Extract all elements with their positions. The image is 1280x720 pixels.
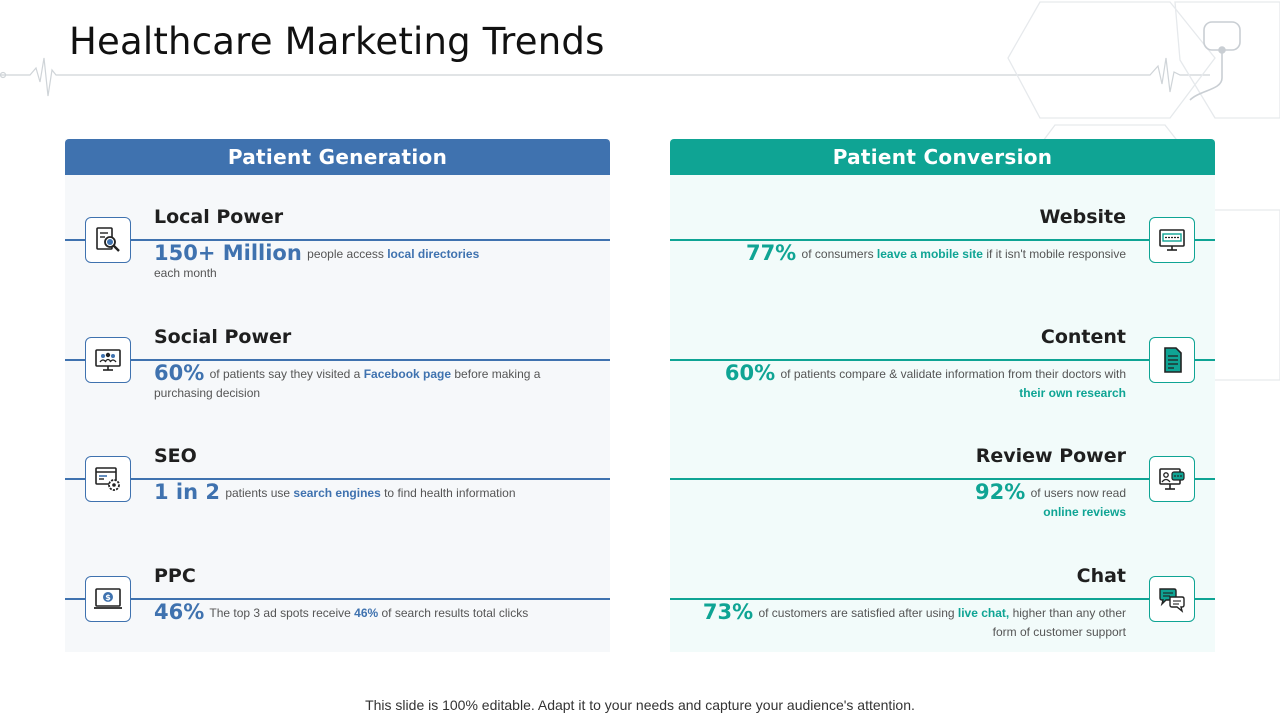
- stat-value: 77%: [745, 241, 797, 265]
- stat-value: 73%: [702, 600, 754, 624]
- desc-highlight: local directories: [387, 247, 480, 261]
- item-description: 46% The top 3 ad spots receive 46% of se…: [154, 600, 584, 624]
- desc-highlight: leave a mobile site: [876, 247, 983, 261]
- search-document-icon: [96, 227, 120, 252]
- desc-text: of consumers: [798, 247, 877, 261]
- stat-value: 46%: [154, 600, 205, 624]
- content-item: Content 60% of patients compare & valida…: [670, 326, 1215, 426]
- item-title: Review Power: [975, 445, 1126, 467]
- item-title: Content: [1040, 326, 1126, 348]
- desc-text: The top 3 ad spots receive: [206, 606, 355, 620]
- local-power-icon-box: [85, 217, 131, 263]
- review-power-item: Review Power 92% of users now read onlin…: [670, 445, 1215, 545]
- ppc-icon-box: $: [85, 576, 131, 622]
- desc-highlight: 46%: [354, 606, 379, 620]
- chat-item: Chat 73% of customers are satisfied afte…: [670, 565, 1215, 665]
- divider: [670, 359, 1215, 361]
- item-title: PPC: [154, 565, 196, 587]
- seo-gear-icon: [95, 467, 120, 491]
- ecg-line-icon: [0, 57, 1210, 97]
- item-description: 1 in 2 patients use search engines to fi…: [154, 480, 584, 504]
- desc-text: if it isn't mobile responsive: [982, 247, 1126, 261]
- divider: [65, 359, 610, 361]
- item-description: 60% of patients compare & validate infor…: [696, 361, 1127, 403]
- desc-highlight: their own research: [1019, 386, 1126, 400]
- desc-text: of users now read: [1027, 486, 1126, 500]
- patient-conversion-panel: Patient Conversion Website 77% of consum…: [670, 139, 1215, 652]
- social-power-icon-box: [85, 337, 131, 383]
- desc-text: of search results total clicks: [378, 606, 529, 620]
- desc-highlight: Facebook page: [363, 367, 452, 381]
- local-power-item: Local Power 150+ Million people access l…: [65, 206, 610, 306]
- social-power-item: Social Power 60% of patients say they vi…: [65, 326, 610, 426]
- desc-highlight: live chat,: [957, 606, 1010, 620]
- content-document-icon: [1164, 347, 1182, 373]
- desc-text: of patients compare & validate informati…: [777, 367, 1127, 381]
- divider: [65, 239, 610, 241]
- divider: [65, 478, 610, 480]
- desc-text: people access: [303, 247, 388, 261]
- chat-icon-box: [1149, 576, 1195, 622]
- item-title: Local Power: [154, 206, 284, 228]
- stat-value: 92%: [975, 480, 1026, 504]
- divider: [670, 478, 1215, 480]
- divider: [670, 598, 1215, 600]
- desc-highlight: search engines: [293, 486, 381, 500]
- chat-bubbles-icon: [1159, 588, 1185, 613]
- desc-highlight: online reviews: [1043, 505, 1126, 519]
- item-title: Chat: [1076, 565, 1126, 587]
- stat-value: 60%: [154, 361, 205, 385]
- desc-text: to find health information: [380, 486, 516, 500]
- page-title: Healthcare Marketing Trends: [69, 20, 605, 63]
- desc-text: before making a purchasing decision: [154, 367, 541, 400]
- stat-value: 150+ Million: [154, 241, 302, 265]
- item-description: 73% of customers are satisfied after usi…: [696, 600, 1126, 642]
- stat-value: 60%: [724, 361, 776, 385]
- seo-item: SEO 1 in 2 patients use search engines t…: [65, 445, 610, 545]
- seo-icon-box: [85, 456, 131, 502]
- divider: [670, 239, 1215, 241]
- patient-generation-panel: Patient Generation Local Power 150+ Mill…: [65, 139, 610, 652]
- desc-text: higher than any other form of customer s…: [992, 606, 1126, 639]
- social-monitor-icon: [95, 349, 121, 371]
- stethoscope-icon: [1189, 21, 1241, 101]
- desc-text: of customers are satisfied after using: [755, 606, 958, 620]
- patient-conversion-header: Patient Conversion: [670, 139, 1215, 175]
- desc-text: each month: [154, 266, 217, 280]
- item-description: 77% of consumers leave a mobile site if …: [696, 241, 1126, 265]
- item-description: 150+ Million people access local directo…: [154, 241, 584, 283]
- stat-value: 1 in 2: [154, 480, 220, 504]
- patient-generation-header: Patient Generation: [65, 139, 610, 175]
- item-title: SEO: [154, 445, 197, 467]
- website-icon: [1159, 229, 1185, 251]
- desc-text: patients use: [222, 486, 294, 500]
- svg-text:$: $: [105, 593, 111, 602]
- ppc-item: PPC $ 46% The top 3 ad spots receive 46%…: [65, 565, 610, 665]
- divider: [65, 598, 610, 600]
- review-power-icon-box: [1149, 456, 1195, 502]
- footer-note: This slide is 100% editable. Adapt it to…: [365, 697, 915, 713]
- pay-per-click-icon: $: [94, 588, 122, 609]
- website-item: Website 77% of consumers leave a mobile …: [670, 206, 1215, 306]
- review-icon: [1159, 468, 1185, 490]
- website-icon-box: [1149, 217, 1195, 263]
- item-title: Social Power: [154, 326, 292, 348]
- content-icon-box: [1149, 337, 1195, 383]
- desc-text: of patients say they visited a: [206, 367, 364, 381]
- item-description: 60% of patients say they visited a Faceb…: [154, 361, 584, 403]
- item-description: 92% of users now read online reviews: [696, 480, 1126, 522]
- item-title: Website: [1039, 206, 1126, 228]
